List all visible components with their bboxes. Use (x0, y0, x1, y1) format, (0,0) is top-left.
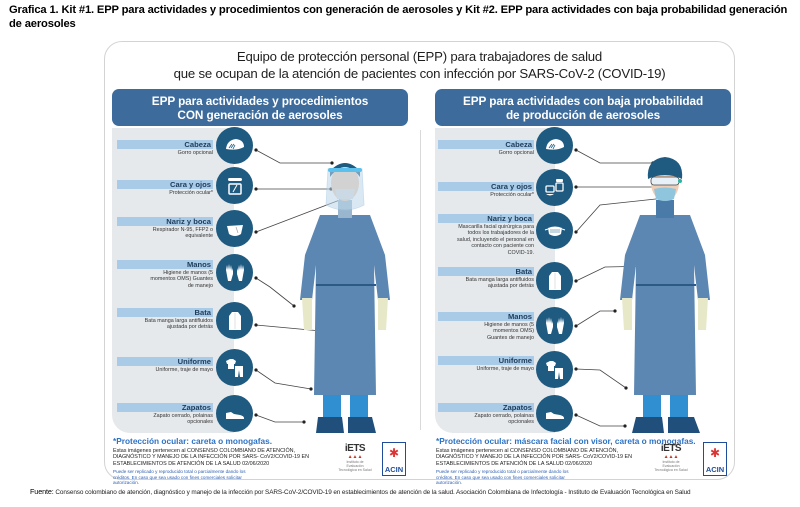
title-line-2: que se ocupan de la atención de paciente… (173, 66, 666, 81)
item-label: Cabeza (117, 140, 213, 149)
surgical-mask-icon (536, 212, 573, 249)
left-panel-background (112, 128, 234, 433)
iets-logo: iETS ▲▲▲ Instituto de Evaluación Tecnoló… (654, 443, 688, 472)
item-label: Cabeza (438, 140, 534, 149)
source-text: Consenso colombiano de atención, diagnós… (53, 489, 691, 496)
acin-emblem-icon: ✱ (709, 446, 721, 460)
panel-divider (420, 130, 421, 430)
left-legal-small: Puede ser replicado y reproducido total … (113, 469, 246, 486)
left-health-worker-figure (300, 163, 390, 433)
acin-emblem-icon: ✱ (388, 446, 400, 460)
item-desc: Protección ocular* (169, 190, 213, 196)
item-label: Bata (117, 308, 213, 317)
item-desc: Uniforme, traje de mayo (155, 367, 213, 373)
item-desc: Gorro opcional (177, 150, 213, 156)
item-label: Zapatos (117, 403, 213, 412)
title-line-1: Equipo de protección personal (EPP) para… (236, 49, 603, 64)
iets-logo: iETS ▲▲▲ Instituto de Evaluación Tecnoló… (338, 443, 372, 472)
shoe-icon (216, 395, 253, 432)
item-label: Manos (117, 260, 213, 269)
item-desc: Bata manga larga antifluidos ajustada po… (465, 277, 534, 290)
item-desc: Protección ocular* (490, 192, 534, 198)
right-health-worker-figure (620, 157, 710, 433)
source-citation: Fuente: Consenso colombiano de atención,… (30, 487, 691, 496)
cap-icon (216, 127, 253, 164)
item-desc: Bata manga larga antifluidos ajustada po… (144, 318, 213, 331)
right-eye-protection-note: *Protección ocular: máscara facial con v… (436, 436, 696, 446)
item-label: Cara y ojos (438, 182, 534, 191)
left-banner-line-1: EPP para actividades y procedimientos (151, 93, 369, 108)
right-legal-small: Puede ser replicado y reproducido total … (436, 469, 569, 486)
item-desc: Gorro opcional (498, 150, 534, 156)
uniform-icon (536, 351, 573, 388)
face-shield-icon (216, 167, 253, 204)
figure-caption: Grafica 1. Kit #1. EPP para actividades … (9, 4, 788, 30)
goggles-shield-icon (536, 169, 573, 206)
item-label: Cara y ojos (117, 180, 213, 189)
acin-logo: ✱ ACIN (382, 442, 406, 476)
cap-icon (536, 127, 573, 164)
gown-icon (536, 262, 573, 299)
item-label: Nariz y boca (438, 214, 534, 223)
left-legal-text: Estas imágenes pertenecen al CONSENSO CO… (113, 448, 310, 467)
left-panel-banner: EPP para actividades y procedimientos CO… (112, 89, 408, 126)
item-label: Uniforme (117, 357, 213, 366)
source-label: Fuente: (30, 487, 54, 496)
gloves-icon (536, 307, 573, 344)
right-banner-line-1: EPP para actividades con baja probabilid… (462, 93, 704, 108)
item-label: Nariz y boca (117, 217, 213, 226)
item-desc: Zapato cerrado, polainas opcionales (474, 413, 534, 426)
gloves-icon (216, 254, 253, 291)
item-desc: Higiene de manos (5 momentos OMS) Guante… (484, 322, 534, 341)
uniform-icon (216, 349, 253, 386)
item-label: Uniforme (438, 356, 534, 365)
item-label: Manos (438, 312, 534, 321)
right-panel-background (435, 128, 555, 433)
shoe-icon (536, 395, 573, 432)
right-banner-line-2: de producción de aerosoles (505, 107, 661, 122)
item-label: Zapatos (438, 403, 534, 412)
item-desc: Zapato cerrado, polainas opcionales (153, 413, 213, 426)
respirator-icon (216, 210, 253, 247)
left-banner-line-2: CON generación de aerosoles (177, 107, 343, 122)
item-desc: Mascarilla facial quirúrgica para todos … (456, 224, 534, 256)
right-panel-banner: EPP para actividades con baja probabilid… (435, 89, 731, 126)
gown-icon (216, 302, 253, 339)
item-desc: Higiene de manos (5 momentos OMS) Guante… (150, 270, 213, 289)
item-desc: Respirador N-95, FFP2 o equivalente (152, 227, 213, 240)
left-eye-protection-note: *Protección ocular: careta o monogafas. (113, 436, 273, 446)
right-legal-text: Estas imágenes pertenecen al CONSENSO CO… (436, 448, 633, 467)
item-label: Bata (438, 267, 534, 276)
item-desc: Uniforme, traje de mayo (476, 366, 534, 372)
acin-logo: ✱ ACIN (703, 442, 727, 476)
infographic-title: Equipo de protección personal (EPP) para… (104, 48, 735, 82)
